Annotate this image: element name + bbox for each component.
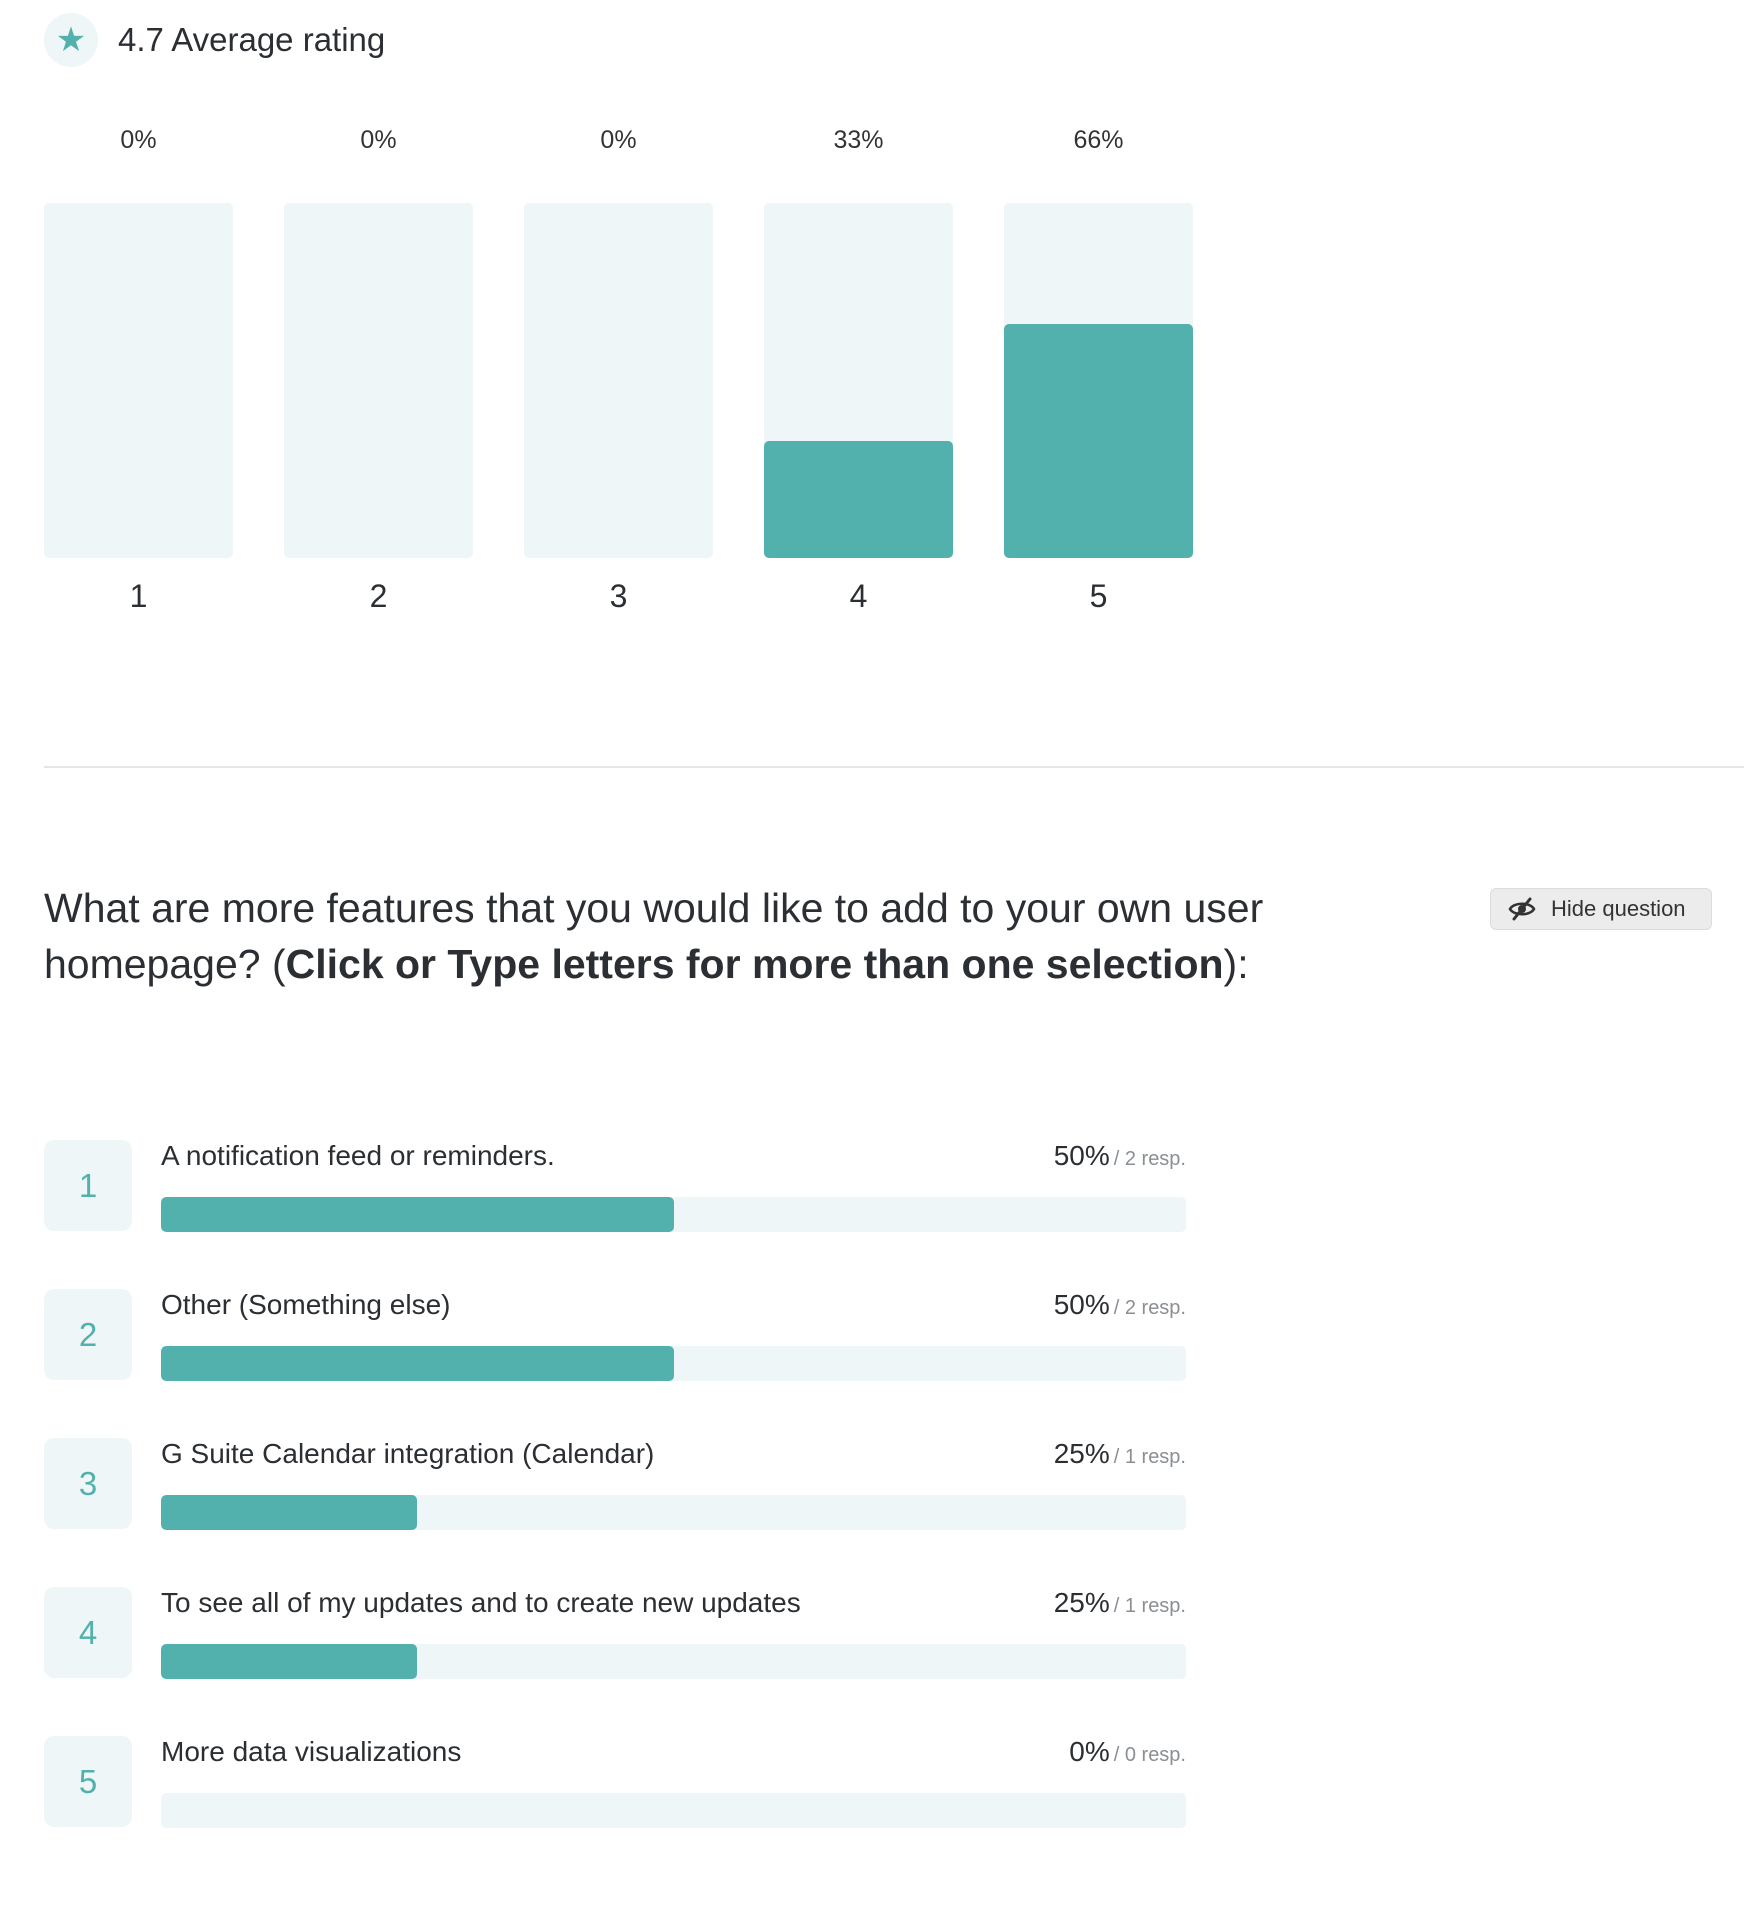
rating-percent-label: 0% <box>360 126 397 154</box>
hide-question-label: Hide question <box>1551 896 1686 921</box>
option-percent: 50% <box>1053 1140 1110 1171</box>
hide-question-button[interactable]: Hide question <box>1490 888 1712 930</box>
option-response-count: / 1 resp. <box>1113 1446 1186 1468</box>
rating-category-label: 5 <box>1089 578 1108 614</box>
rating-bar <box>1004 324 1193 558</box>
option-number-badge: 3 <box>44 1438 132 1529</box>
rating-percent-label: 0% <box>120 126 157 154</box>
question-title: What are more features that you would li… <box>44 880 1474 992</box>
rating-bar <box>764 441 953 558</box>
rating-bar-track <box>284 203 473 558</box>
option-row[interactable]: 5 More data visualizations 0%/ 0 resp. <box>44 1736 1186 1828</box>
option-percent: 50% <box>1053 1289 1110 1320</box>
option-label: G Suite Calendar integration (Calendar) <box>161 1438 655 1469</box>
option-response-count: / 2 resp. <box>1113 1148 1186 1170</box>
rating-percent-label: 33% <box>833 126 884 154</box>
rating-category-label: 3 <box>609 578 628 614</box>
option-number-badge: 2 <box>44 1289 132 1380</box>
option-row[interactable]: 1 A notification feed or reminders. 50%/ 2… <box>44 1140 1186 1232</box>
option-response-count: / 0 resp. <box>1113 1744 1186 1766</box>
rating-bar-track <box>764 203 953 558</box>
rating-bar-track <box>44 203 233 558</box>
option-percent: 25% <box>1053 1587 1110 1618</box>
option-progress-track <box>161 1793 1186 1828</box>
option-progress-bar <box>161 1644 417 1679</box>
option-progress-track <box>161 1495 1186 1530</box>
option-percent: 0% <box>1069 1736 1110 1767</box>
eye-slash-icon <box>1508 897 1536 921</box>
rating-bar-track <box>1004 203 1193 558</box>
rating-percent-label: 0% <box>600 126 637 154</box>
option-progress-track <box>161 1644 1186 1679</box>
option-label: More data visualizations <box>161 1736 462 1767</box>
rating-distribution-chart: 0% 1 0% 2 0% 3 33% 4 66% 5 <box>0 0 1758 700</box>
option-progress-bar <box>161 1495 417 1530</box>
question-text-prefix: What are more features that you would li… <box>44 885 1264 987</box>
rating-category-label: 4 <box>849 578 868 614</box>
option-percent: 25% <box>1053 1438 1110 1469</box>
option-label: A notification feed or reminders. <box>161 1140 555 1171</box>
option-number-badge: 5 <box>44 1736 132 1827</box>
option-response-count: / 2 resp. <box>1113 1297 1186 1319</box>
question-text-bold: Click or Type letters for more than one … <box>285 941 1224 987</box>
average-rating-label: 4.7 Average rating <box>118 21 386 58</box>
option-row[interactable]: 3 G Suite Calendar integration (Calendar)… <box>44 1438 1186 1530</box>
section-divider <box>44 766 1744 768</box>
option-label: To see all of my updates and to create n… <box>161 1587 801 1618</box>
option-stat: 25%/ 1 resp. <box>1054 1438 1186 1470</box>
option-stat: 50%/ 2 resp. <box>1054 1140 1186 1172</box>
option-label: Other (Something else) <box>161 1289 451 1320</box>
option-progress-bar <box>161 1197 674 1232</box>
option-row[interactable]: 4 To see all of my updates and to create … <box>44 1587 1186 1679</box>
rating-category-label: 1 <box>129 578 148 614</box>
rating-category-label: 2 <box>369 578 388 614</box>
rating-bar-track <box>524 203 713 558</box>
rating-percent-label: 66% <box>1073 126 1124 154</box>
option-stat: 50%/ 2 resp. <box>1054 1289 1186 1321</box>
option-progress-bar <box>161 1346 674 1381</box>
question-text-suffix: ): <box>1223 941 1249 987</box>
option-response-count: / 1 resp. <box>1113 1595 1186 1617</box>
star-icon: ★ <box>44 13 98 67</box>
option-stat: 25%/ 1 resp. <box>1054 1587 1186 1619</box>
option-number-badge: 1 <box>44 1140 132 1231</box>
option-stat: 0%/ 0 resp. <box>1069 1736 1186 1768</box>
option-progress-track <box>161 1197 1186 1232</box>
rating-header: ★ 4.7 Average rating <box>44 12 385 68</box>
option-row[interactable]: 2 Other (Something else) 50%/ 2 resp. <box>44 1289 1186 1381</box>
option-progress-track <box>161 1346 1186 1381</box>
option-number-badge: 4 <box>44 1587 132 1678</box>
